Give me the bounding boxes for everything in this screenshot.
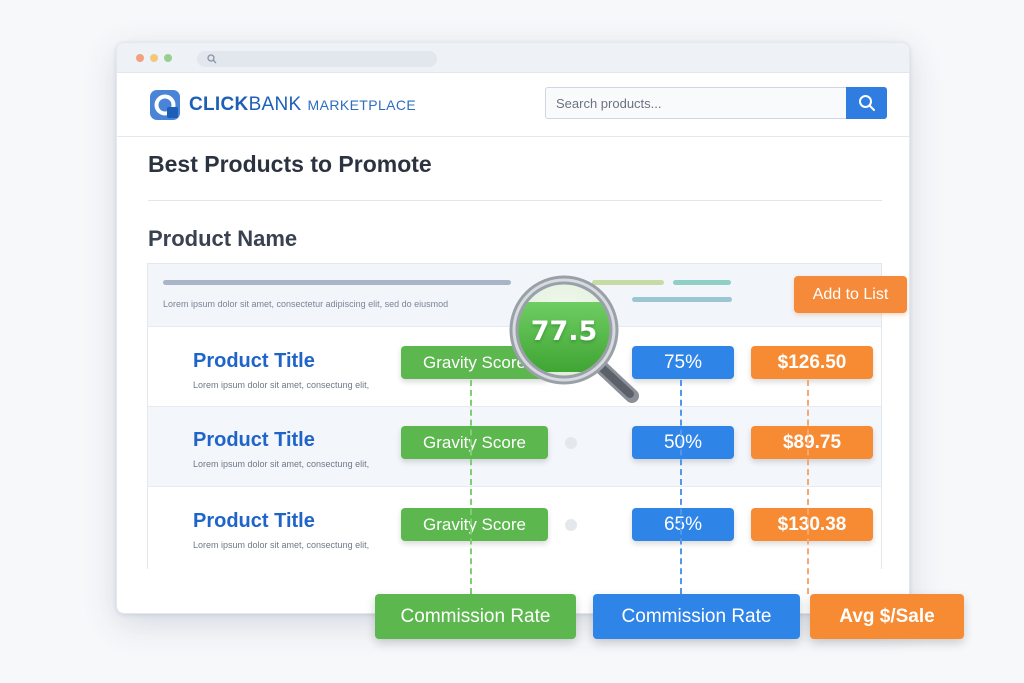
product-description: Lorem ipsum dolor sit amet, consectung e…	[193, 459, 370, 469]
logo-mark-icon	[150, 90, 180, 120]
maximize-window-dot[interactable]	[164, 54, 172, 62]
gravity-score-badge: Gravity Score	[401, 508, 548, 541]
logo-bold-text: CLICK	[189, 94, 249, 115]
connector-line	[680, 380, 682, 594]
product-search	[545, 87, 887, 119]
product-title-link[interactable]: Product Title	[193, 510, 315, 532]
product-title-link[interactable]: Product Title	[193, 350, 315, 372]
site-header: CLICKBANK MARKETPLACE	[117, 73, 909, 137]
avg-sale-badge: $130.38	[751, 508, 873, 541]
address-bar[interactable]	[197, 51, 437, 67]
page-title: Best Products to Promote	[148, 151, 432, 177]
logo-wordmark: CLICKBANK MARKETPLACE	[189, 94, 416, 116]
search-icon	[207, 54, 217, 64]
search-icon	[858, 95, 875, 111]
commission-rate-badge: 75%	[632, 346, 734, 379]
indicator-dot	[565, 519, 577, 531]
logo-suffix-text: MARKETPLACE	[307, 97, 417, 113]
product-description: Lorem ipsum dolor sit amet, consectung e…	[193, 380, 370, 390]
commission-rate-callout: Commission Rate	[593, 594, 800, 639]
search-button[interactable]	[846, 87, 887, 119]
connector-line	[807, 380, 809, 594]
commission-rate-badge: 50%	[632, 426, 734, 459]
connector-line	[470, 380, 472, 594]
magnifier-icon	[509, 275, 639, 403]
avg-sale-badge: $126.50	[751, 346, 873, 379]
divider	[148, 200, 882, 201]
table-row[interactable]: Product Title Lorem ipsum dolor sit amet…	[148, 487, 881, 569]
gravity-score-value: 77.5	[530, 316, 598, 347]
browser-titlebar	[117, 43, 909, 73]
avg-sale-badge: $89.75	[751, 426, 873, 459]
placeholder-bar	[673, 280, 731, 285]
placeholder-bar	[163, 280, 511, 285]
close-window-dot[interactable]	[136, 54, 144, 62]
commission-rate-callout: Commission Rate	[375, 594, 576, 639]
clickbank-logo[interactable]: CLICKBANK MARKETPLACE	[149, 89, 416, 121]
avg-sale-callout: Avg $/Sale	[810, 594, 964, 639]
placeholder-bar	[632, 297, 732, 302]
product-title-link[interactable]: Product Title	[193, 429, 315, 451]
add-to-list-button[interactable]: Add to List	[794, 276, 907, 313]
section-title: Product Name	[148, 226, 298, 251]
minimize-window-dot[interactable]	[150, 54, 158, 62]
commission-rate-badge: 65%	[632, 508, 734, 541]
indicator-dot	[565, 437, 577, 449]
header-description: Lorem ipsum dolor sit amet, consectetur …	[163, 299, 449, 309]
gravity-score-badge: Gravity Score	[401, 426, 548, 459]
placeholder-bar	[592, 280, 664, 285]
search-input[interactable]	[546, 88, 846, 118]
product-description: Lorem ipsum dolor sit amet, consectung e…	[193, 540, 370, 550]
logo-regular-text: BANK	[248, 94, 302, 115]
table-row[interactable]: Product Title Lorem ipsum dolor sit amet…	[148, 407, 881, 487]
